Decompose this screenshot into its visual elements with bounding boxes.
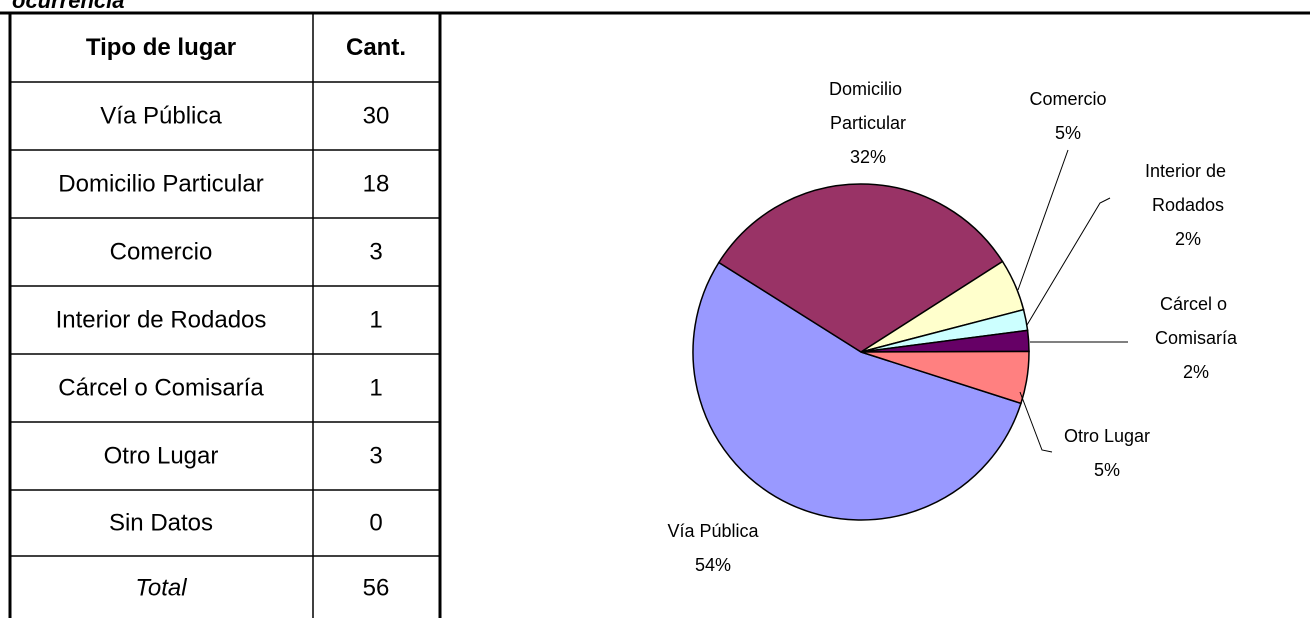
row-cell: 3 — [369, 238, 382, 265]
row-cell: Sin Datos — [109, 509, 213, 536]
row-cell: 18 — [363, 170, 390, 197]
slice-label: Vía Pública — [667, 521, 759, 541]
leader-line — [1026, 197, 1111, 326]
total-cell: 56 — [363, 574, 390, 601]
header-cell: Tipo de lugar — [86, 34, 236, 61]
row-cell: Domicilio Particular — [58, 170, 263, 197]
row-cell: Interior de Rodados — [56, 306, 267, 333]
slice-percent: 5% — [1094, 460, 1120, 480]
pie-slice — [860, 350, 1030, 405]
slice-percent: 32% — [850, 147, 886, 167]
slice-label: Interior de Rodados — [1145, 161, 1231, 215]
row-cell: 1 — [369, 306, 382, 333]
table: Tipo de lugar Cant.Vía Pública 30Domicilio… — [10, 34, 440, 601]
row-cell: Cárcel o Comisaría — [58, 374, 264, 401]
slice-label: Cárcel o Comisaría — [1155, 294, 1238, 348]
slice-percent: 2% — [1183, 362, 1209, 382]
header-cell: Cant. — [346, 34, 406, 61]
pie-slice — [717, 183, 1004, 353]
slice-label: Comercio — [1029, 89, 1106, 109]
caption: ocurrencia — [12, 0, 125, 13]
leader-line — [1017, 149, 1069, 291]
row-cell: Comercio — [110, 238, 213, 265]
pie-chart: Vía Pública 54% Domicilio Particular 32% Com… — [667, 79, 1238, 575]
slice-percent: 5% — [1055, 123, 1081, 143]
total-cell: Total — [135, 574, 187, 601]
row-cell: Vía Pública — [100, 102, 222, 129]
leader-line — [1019, 391, 1053, 453]
slice-percent: 54% — [695, 555, 731, 575]
row-cell: 30 — [363, 102, 390, 129]
slice-percent: 2% — [1175, 229, 1201, 249]
row-cell: 0 — [369, 509, 382, 536]
slice-label: Domicilio Particular — [829, 79, 907, 133]
slice-label: Otro Lugar — [1064, 426, 1150, 446]
pie-slice — [692, 261, 1022, 521]
row-cell: 3 — [369, 442, 382, 469]
row-cell: Otro Lugar — [104, 442, 219, 469]
row-cell: 1 — [369, 374, 382, 401]
